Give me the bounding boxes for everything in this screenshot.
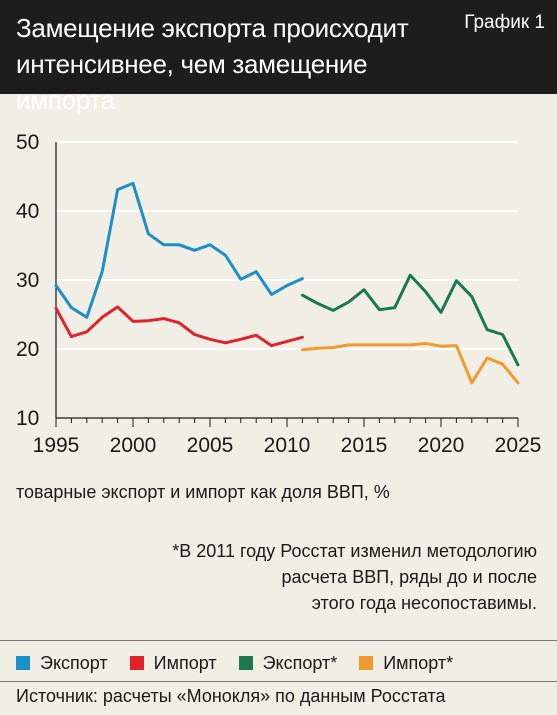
legend-label-import: Импорт (153, 652, 217, 673)
legend-swatch-export (16, 656, 30, 670)
y-tick-label-10: 10 (16, 407, 39, 430)
legend-item-import: Импорт (129, 652, 217, 674)
x-tick-label-2015: 2015 (341, 434, 388, 457)
series-line-1 (54, 305, 304, 348)
series-line-2 (300, 273, 520, 367)
legend-swatch-import-new (359, 656, 374, 670)
line-chart: 10 20 30 40 50 1995 2000 2005 2010 2015 2020 2025 (16, 131, 542, 457)
x-tick-label-1995: 1995 (33, 434, 80, 457)
legend-label-import-new: Импорт* (383, 652, 454, 673)
legend-item-export: Экспорт (16, 653, 108, 674)
chart-header: Замещение экспорта происходит интенсивне… (0, 0, 557, 115)
y-tick-label-40: 40 (16, 200, 39, 223)
y-tick-label-30: 30 (16, 269, 39, 292)
legend-label-export: Экспорт (40, 652, 108, 673)
legend: Экспорт Импорт Экспорт* Импорт* (16, 650, 475, 676)
legend-swatch-import (129, 656, 144, 670)
legend-item-import-new: Импорт* (359, 653, 453, 674)
methodology-note: *В 2011 году Росстат изменил методологию… (172, 541, 537, 613)
legend-swatch-export-new (238, 656, 253, 670)
x-tick-label-2000: 2000 (110, 434, 157, 457)
legend-item-export-new: Экспорт* (238, 652, 338, 674)
source-note: Источник: расчеты «Монокля» по данным Ро… (16, 686, 446, 706)
legend-divider-bottom (0, 681, 557, 682)
x-tick-label-2010: 2010 (264, 434, 311, 457)
series-lines (54, 181, 520, 385)
series-line-0 (54, 181, 304, 319)
legend-divider-top (0, 640, 557, 641)
chart-number-badge: График 1 (464, 12, 545, 33)
x-axis-ticks: 1995 2000 2005 2010 2015 2020 2025 (33, 418, 542, 457)
grid-lines (55, 141, 518, 419)
legend-label-export-new: Экспорт* (262, 652, 338, 673)
y-tick-label-20: 20 (16, 338, 39, 361)
x-tick-label-2005: 2005 (187, 434, 234, 457)
x-tick-label-2025: 2025 (495, 434, 542, 457)
x-tick-label-2020: 2020 (418, 434, 465, 457)
y-axis-ticks: 10 20 30 40 50 (16, 131, 39, 430)
y-axis-label: товарные экспорт и импорт как доля ВВП, … (16, 482, 390, 502)
y-tick-label-50: 50 (16, 131, 39, 154)
chart-title: Замещение экспорта происходит интенсивне… (16, 13, 409, 115)
